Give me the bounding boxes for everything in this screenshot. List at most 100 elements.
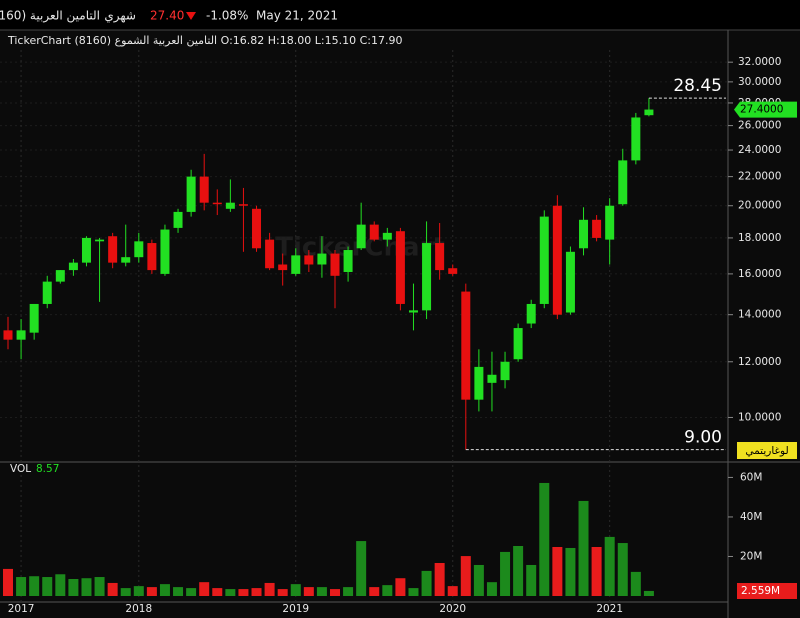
volume-bar xyxy=(617,543,628,596)
volume-bar xyxy=(473,564,484,596)
volume-bar xyxy=(133,586,144,596)
volume-bar xyxy=(173,587,184,596)
volume-bar xyxy=(500,551,511,596)
volume-bar xyxy=(382,585,393,596)
candle-body xyxy=(395,231,405,304)
candle-body xyxy=(108,236,118,263)
x-tick-label: 2020 xyxy=(439,603,466,615)
volume-bar xyxy=(68,579,79,596)
down-arrow xyxy=(186,12,196,20)
volume-value-label: 2.559M xyxy=(741,585,780,597)
volume-bar xyxy=(146,587,157,596)
candle-body xyxy=(55,270,65,282)
annotation-label: 9.00 xyxy=(684,428,722,448)
candle-body xyxy=(369,224,379,240)
volume-bar xyxy=(330,589,340,596)
y-tick-label: 26.0000 xyxy=(738,120,781,132)
candle-body xyxy=(16,330,26,340)
candle-body xyxy=(356,224,366,249)
volume-bar xyxy=(565,547,576,596)
y-tick-label: 60M xyxy=(740,471,762,483)
x-tick-label: 2021 xyxy=(596,603,623,615)
volume-bar xyxy=(264,582,275,596)
candle-body xyxy=(304,255,314,265)
volume-bar xyxy=(16,577,27,596)
header-change: -1.08% xyxy=(206,9,248,23)
candle-body xyxy=(212,202,222,205)
candle-body xyxy=(160,229,170,274)
y-tick-label: 16.0000 xyxy=(738,268,781,280)
candle-body xyxy=(631,117,641,161)
candle-body xyxy=(487,374,497,383)
candle-body xyxy=(605,205,615,240)
volume-bar xyxy=(277,589,288,596)
y-tick-label: 20.0000 xyxy=(738,200,781,212)
volume-bar xyxy=(434,562,445,596)
candle-body xyxy=(238,204,248,206)
candle-body xyxy=(408,310,418,313)
legend-value: 8.57 xyxy=(36,463,59,475)
volume-bar xyxy=(303,587,314,596)
volume-bar xyxy=(159,584,170,596)
candle-body xyxy=(173,211,183,228)
candle-body xyxy=(186,176,196,212)
candle-body xyxy=(422,243,432,311)
header-title: التامين العربية (8160) xyxy=(0,9,100,24)
volume-bar xyxy=(225,589,236,596)
candle-body xyxy=(526,303,536,324)
volume-bar xyxy=(3,568,13,596)
x-tick-label: 2018 xyxy=(125,603,152,615)
y-tick-label: 14.0000 xyxy=(738,309,781,321)
candle-body xyxy=(29,303,39,333)
x-tick-label: 2017 xyxy=(8,603,35,615)
volume-bar xyxy=(186,588,197,596)
candle-body xyxy=(592,219,602,238)
chart-subtitle: TickerChart التامين العربية الشموع (8160… xyxy=(7,34,402,47)
candle-body xyxy=(42,281,52,304)
candle-body xyxy=(448,268,458,274)
candle-body xyxy=(474,366,484,400)
y-tick-label: 24.0000 xyxy=(738,144,781,156)
scale-badge xyxy=(737,442,797,459)
volume-bar xyxy=(447,586,458,596)
volume-bar xyxy=(94,577,105,596)
y-tick-label: 40M xyxy=(740,511,762,523)
volume-bar xyxy=(251,588,262,596)
candle-body xyxy=(539,216,549,304)
header-date: May 21, 2021 xyxy=(256,9,338,23)
y-tick-label: 20M xyxy=(740,550,762,562)
volume-bar xyxy=(42,577,53,596)
volume-bar xyxy=(460,556,471,596)
header-period: شهري xyxy=(104,9,136,24)
scale-label: لوغاريتمي xyxy=(745,445,788,457)
volume-bar xyxy=(199,582,210,596)
y-tick-label: 18.0000 xyxy=(738,232,781,244)
volume-bar xyxy=(343,587,354,596)
header-bar xyxy=(0,0,800,30)
candle-body xyxy=(95,239,105,242)
header-price: 27.40 xyxy=(150,9,184,23)
volume-bar xyxy=(369,587,380,596)
volume-bar xyxy=(526,564,537,596)
volume-bar xyxy=(238,589,249,596)
x-tick-label: 2019 xyxy=(282,603,309,615)
candle-body xyxy=(644,109,654,116)
y-tick-label: 32.0000 xyxy=(738,56,781,68)
candle-body xyxy=(461,291,471,400)
volume-bar xyxy=(408,588,419,596)
candle-body xyxy=(121,257,131,263)
candle-body xyxy=(3,330,13,340)
y-tick-label: 10.0000 xyxy=(738,411,781,423)
volume-bar xyxy=(55,574,66,596)
volume-bar xyxy=(29,576,40,596)
y-tick-label: 30.0000 xyxy=(738,76,781,88)
volume-bar xyxy=(552,546,563,596)
candle-body xyxy=(317,253,327,265)
volume-bar xyxy=(578,500,589,596)
candle-body xyxy=(147,243,157,271)
candle-body xyxy=(252,208,262,249)
candle-body xyxy=(330,253,340,276)
candle-body xyxy=(343,250,353,272)
volume-bar xyxy=(212,588,223,596)
volume-bar xyxy=(421,570,432,596)
